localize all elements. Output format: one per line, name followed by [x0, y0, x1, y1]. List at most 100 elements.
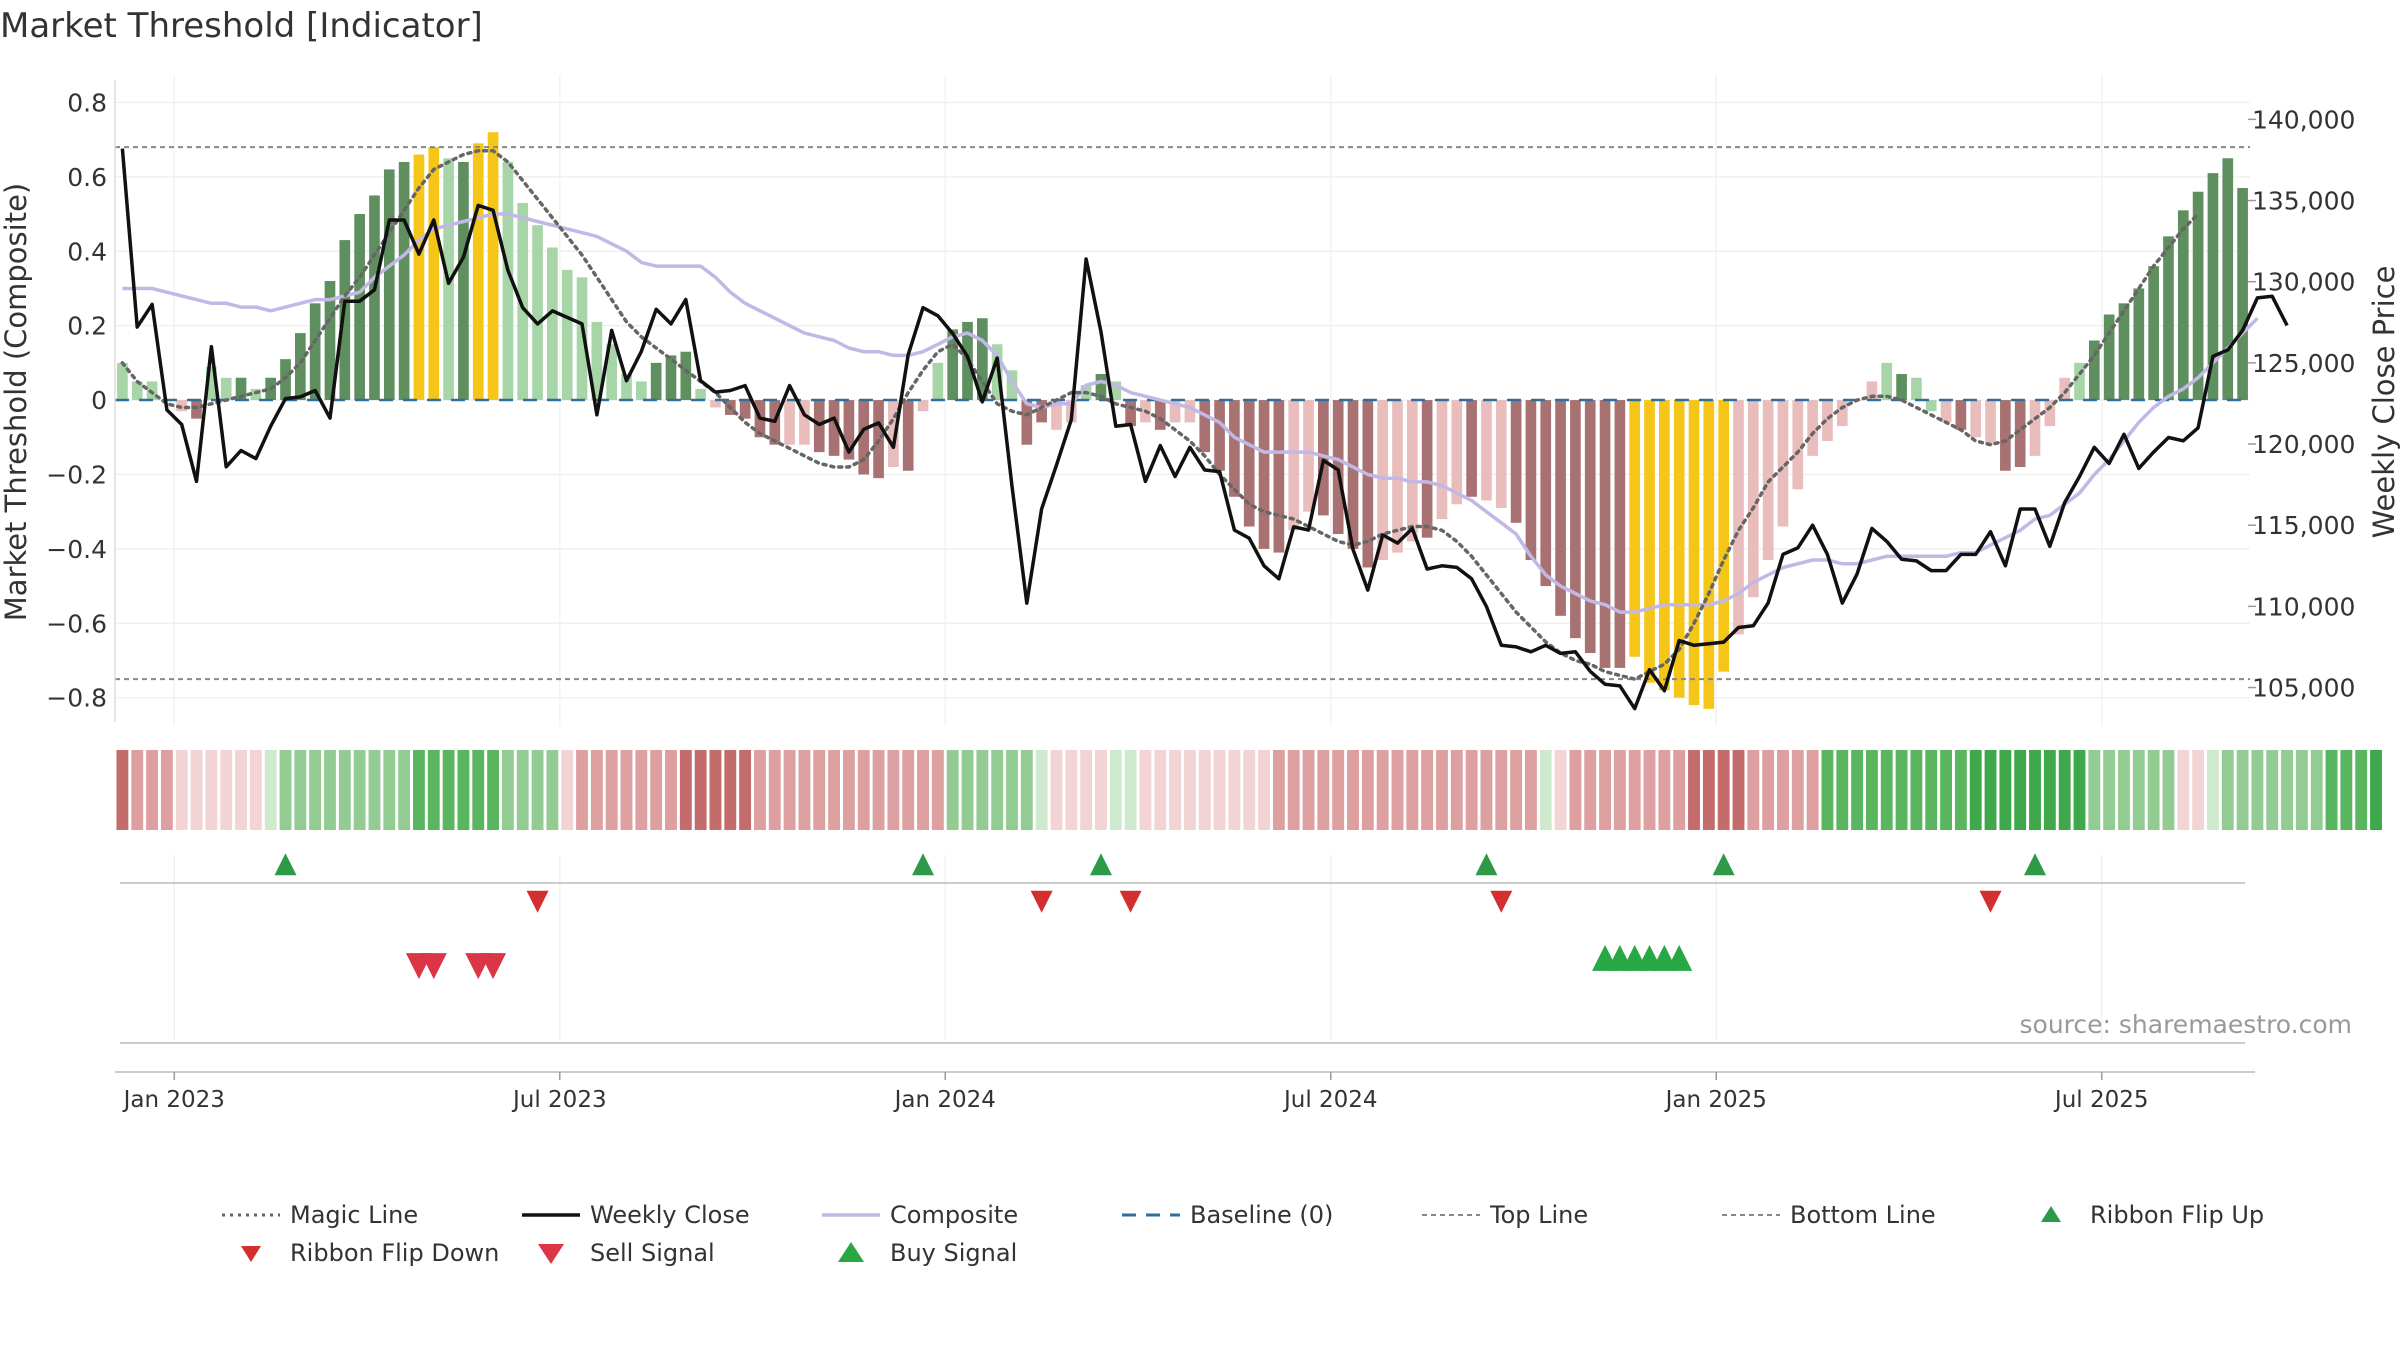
ribbon-cell: [146, 750, 158, 830]
composite-bar: [1332, 400, 1344, 534]
ribbon-cell: [1006, 750, 1018, 830]
ribbon-cell: [813, 750, 826, 830]
ribbon-cell: [1777, 750, 1789, 830]
composite-bar: [1584, 400, 1596, 654]
ribbon-cell: [1673, 750, 1686, 830]
composite-bar: [784, 400, 795, 445]
composite-bar: [324, 281, 336, 401]
composite-bar: [2133, 288, 2145, 401]
x-tick-label: Jul 2024: [1282, 1087, 1378, 1113]
composite-bar: [428, 147, 440, 401]
composite-bar: [1510, 400, 1522, 523]
ribbon-cell: [1035, 750, 1048, 830]
composite-bar: [235, 377, 247, 401]
composite-bar: [487, 132, 499, 401]
ribbon-cell: [1480, 750, 1493, 830]
composite-bar: [843, 400, 855, 460]
composite-bar: [635, 381, 647, 401]
composite-bar: [1125, 400, 1136, 427]
ribbon-cell: [249, 750, 262, 830]
composite-bar: [1199, 400, 1211, 453]
ribbon-cell: [1124, 750, 1137, 830]
ribbon-cell: [1984, 750, 1997, 830]
ribbon-cell: [1020, 750, 1033, 830]
composite-bar: [2118, 303, 2130, 401]
composite-bar: [2207, 173, 2219, 401]
y-tick-label: 0.8: [67, 88, 107, 117]
ribbon-cell: [1050, 750, 1063, 830]
composite-bar: [1688, 400, 1700, 706]
composite-bar: [902, 400, 914, 471]
ribbon-cell: [2162, 750, 2175, 830]
ribbon-cell: [679, 750, 692, 830]
composite-bar: [1866, 381, 1878, 401]
ribbon-cell: [2236, 750, 2249, 830]
legend-item-composite: Composite: [820, 1200, 1120, 1230]
ribbon-flip-up-marker: [1712, 853, 1735, 876]
ribbon-cell: [2088, 750, 2101, 830]
composite-bar: [220, 377, 232, 401]
ribbon-cell: [2014, 750, 2027, 830]
ribbon-cell: [902, 750, 915, 830]
ribbon-cell: [2370, 750, 2382, 830]
ribbon-cell: [694, 750, 707, 830]
composite-line: [122, 212, 2259, 614]
ribbon-cell: [620, 750, 633, 830]
ribbon-flip-up-marker: [912, 853, 935, 876]
ribbon-cell: [1272, 750, 1285, 830]
composite-bar: [710, 400, 721, 408]
legend-item-ribbon-flip-down: Ribbon Flip Down: [220, 1238, 520, 1268]
legend-label: Magic Line: [290, 1201, 419, 1229]
legend-label: Bottom Line: [1790, 1201, 1936, 1229]
ribbon-cell: [368, 750, 381, 830]
composite-bar: [665, 355, 677, 401]
ribbon-cell: [338, 750, 351, 830]
legend-item-top-line: Top Line: [1420, 1200, 1720, 1230]
ribbon-cell: [264, 750, 277, 830]
ribbon-cell: [1762, 750, 1775, 830]
ribbon-cell: [1376, 750, 1389, 830]
composite-bars: [117, 132, 2248, 709]
composite-bar: [932, 362, 944, 401]
ribbon-cell: [220, 750, 233, 830]
legend-label: Baseline (0): [1190, 1201, 1334, 1229]
composite-bar: [1392, 400, 1403, 553]
composite-bar: [369, 195, 380, 401]
ribbon-cell: [2251, 750, 2264, 830]
composite-bar: [1822, 400, 1833, 441]
ribbon-cell: [427, 750, 440, 830]
ribbon-cell: [383, 750, 396, 830]
ribbon-cell: [1198, 750, 1211, 830]
composite-bar: [1377, 400, 1388, 561]
composite-bar: [1273, 400, 1285, 553]
ribbon-cell: [976, 750, 989, 830]
legend-label: Top Line: [1490, 1201, 1589, 1229]
composite-bar: [2177, 210, 2189, 401]
ribbon-cell: [1332, 750, 1345, 830]
ribbon-cell: [1688, 750, 1700, 830]
y-tick-label: −0.8: [46, 684, 107, 713]
composite-bar: [2148, 266, 2159, 401]
buy-signal-marker: [1666, 944, 1693, 971]
composite-bar: [1836, 400, 1848, 427]
legend-item-magic-line: Magic Line: [220, 1200, 520, 1230]
ribbon-cell: [2310, 750, 2323, 830]
ribbon-cell: [1569, 750, 1582, 830]
composite-bar: [2059, 377, 2071, 401]
ribbon-cell: [1510, 750, 1523, 830]
ribbon-cell: [1243, 750, 1256, 830]
ribbon-cell: [1643, 750, 1656, 830]
composite-bar: [1540, 400, 1552, 587]
chart-title: Market Threshold [Indicator]: [0, 6, 483, 46]
composite-bar: [1911, 377, 1922, 401]
ribbon-cell: [309, 750, 322, 830]
legend-item-sell-signal: Sell Signal: [520, 1238, 820, 1268]
ribbon-cell: [279, 750, 292, 830]
composite-bar: [947, 329, 959, 401]
ribbon-cell: [798, 750, 811, 830]
composite-bar: [1110, 381, 1122, 401]
ribbon-cell: [1836, 750, 1849, 830]
y2-tick-label: 135,000: [2252, 187, 2355, 216]
ribbon-cell: [561, 750, 574, 830]
composite-bar: [2163, 236, 2174, 401]
